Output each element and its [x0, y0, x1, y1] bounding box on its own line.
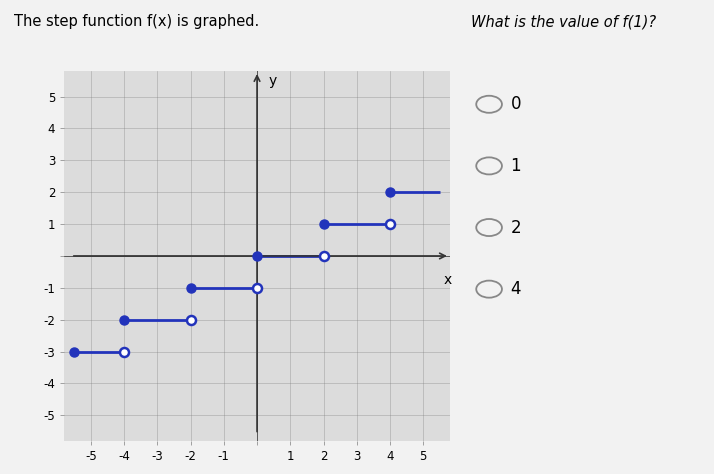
Text: What is the value of f(1)?: What is the value of f(1)?	[471, 14, 656, 29]
Text: 2: 2	[511, 219, 521, 237]
Text: 4: 4	[511, 280, 521, 298]
Text: x: x	[444, 273, 452, 288]
Text: y: y	[268, 74, 277, 88]
Text: 1: 1	[511, 157, 521, 175]
Text: 0: 0	[511, 95, 521, 113]
Text: The step function f(x) is graphed.: The step function f(x) is graphed.	[14, 14, 259, 29]
